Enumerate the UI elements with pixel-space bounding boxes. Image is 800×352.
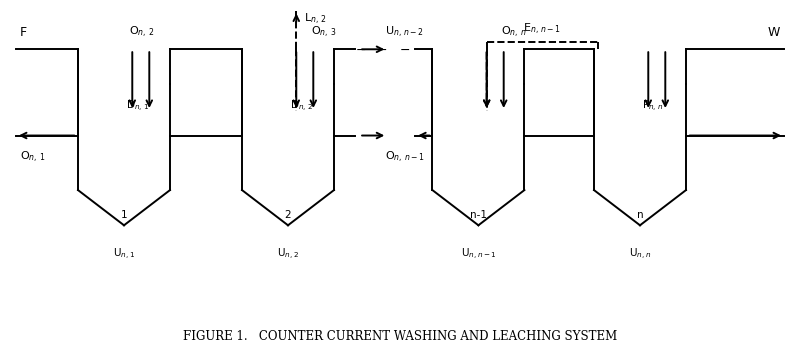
Text: E$_{n,\,n-1}$: E$_{n,\,n-1}$: [523, 22, 562, 37]
Text: D$_{n,\,1}$: D$_{n,\,1}$: [126, 99, 150, 114]
Text: F: F: [20, 26, 27, 39]
Text: D$_{n,\,2}$: D$_{n,\,2}$: [290, 99, 314, 114]
Text: 2: 2: [285, 210, 291, 220]
Text: O$_{n,\,n}$: O$_{n,\,n}$: [502, 25, 527, 40]
Text: U$_{n,n-1}$: U$_{n,n-1}$: [461, 246, 496, 262]
Text: O$_{n,\,2}$: O$_{n,\,2}$: [129, 25, 154, 40]
Text: n-1: n-1: [470, 210, 487, 220]
Text: O$_{n,\,1}$: O$_{n,\,1}$: [20, 150, 46, 165]
Text: O$_{n,\,n-1}$: O$_{n,\,n-1}$: [385, 150, 424, 165]
Text: W: W: [768, 26, 780, 39]
Text: $-\ \ -\ \ -$: $-\ \ -\ \ -$: [355, 43, 411, 56]
Text: P$_{n,\,n}$: P$_{n,\,n}$: [642, 99, 664, 114]
Text: O$_{n,\,3}$: O$_{n,\,3}$: [311, 25, 336, 40]
Text: U$_{n,n}$: U$_{n,n}$: [629, 246, 651, 262]
Text: U$_{n,\,n-2}$: U$_{n,\,n-2}$: [386, 25, 424, 40]
Text: n: n: [637, 210, 643, 220]
Text: L$_{n,\,2}$: L$_{n,\,2}$: [304, 12, 327, 27]
Text: FIGURE 1.   COUNTER CURRENT WASHING AND LEACHING SYSTEM: FIGURE 1. COUNTER CURRENT WASHING AND LE…: [183, 330, 617, 343]
Text: 1: 1: [121, 210, 127, 220]
Text: U$_{n,1}$: U$_{n,1}$: [113, 246, 135, 262]
Text: U$_{n,2}$: U$_{n,2}$: [277, 246, 299, 262]
